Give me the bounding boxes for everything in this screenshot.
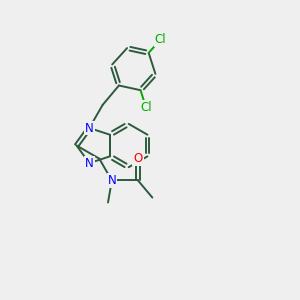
Text: Cl: Cl xyxy=(140,101,152,114)
Text: Cl: Cl xyxy=(155,33,167,46)
Text: N: N xyxy=(85,157,94,169)
Text: N: N xyxy=(85,122,94,134)
Text: O: O xyxy=(134,152,142,165)
Text: N: N xyxy=(107,174,116,187)
